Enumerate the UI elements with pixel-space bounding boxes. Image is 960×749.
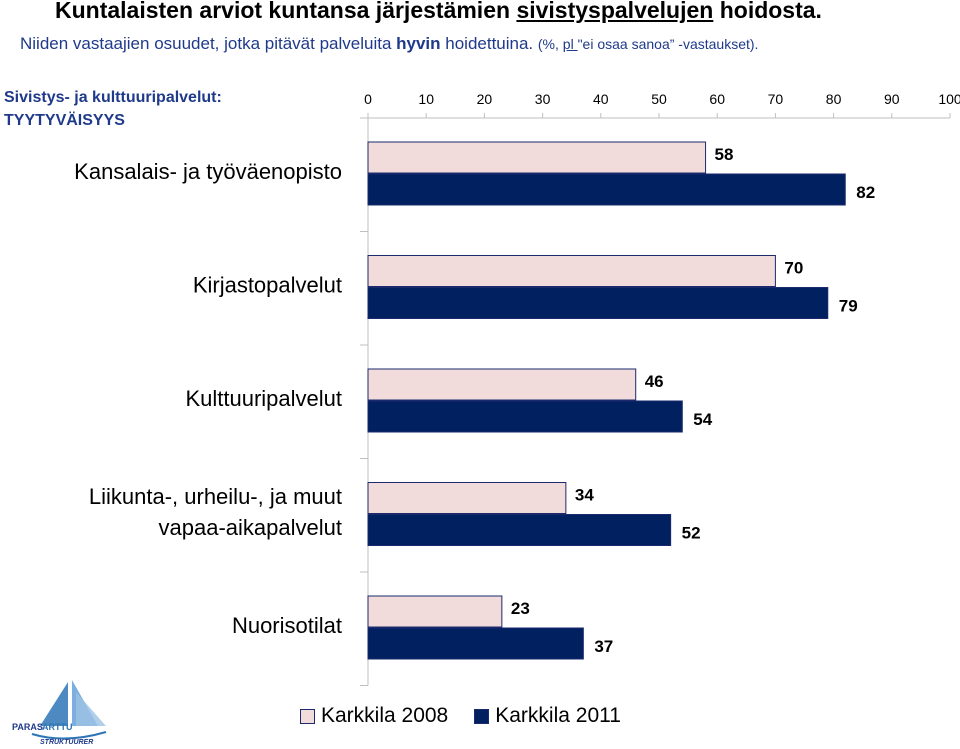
legend-label-2011: Karkkila 2011 bbox=[495, 704, 621, 727]
section-heading-line2: TYYTYVÄISYYS bbox=[4, 112, 125, 129]
category-label: Kulttuuripalvelut bbox=[185, 386, 342, 411]
x-tick-label: 30 bbox=[535, 91, 551, 107]
data-label-2008: 23 bbox=[511, 599, 530, 618]
x-tick-label: 10 bbox=[418, 91, 434, 107]
x-tick-label: 0 bbox=[364, 91, 372, 107]
section-heading: Sivistys- ja kulttuuripalvelut: TYYTYVÄI… bbox=[4, 86, 222, 132]
data-label-2011: 79 bbox=[839, 297, 858, 316]
category-label: Kirjastopalvelut bbox=[193, 273, 342, 298]
svg-text:PARAS: PARAS bbox=[12, 722, 43, 732]
bar-2008 bbox=[367, 482, 567, 514]
bar-2011 bbox=[367, 400, 683, 433]
legend-item-2011: Karkkila 2011 bbox=[474, 704, 621, 728]
x-tick-label: 20 bbox=[477, 91, 493, 107]
bar-2011 bbox=[367, 173, 846, 206]
chart-subtitle: Niiden vastaajien osuudet, jotka pitävät… bbox=[20, 34, 759, 53]
bar-2011 bbox=[367, 287, 829, 319]
data-label-2008: 34 bbox=[575, 486, 594, 505]
bar-2008 bbox=[367, 368, 637, 401]
x-tick-label: 60 bbox=[709, 91, 725, 107]
section-heading-line1: Sivistys- ja kulttuuripalvelut: bbox=[4, 89, 222, 106]
legend-item-2008: Karkkila 2008 bbox=[300, 704, 448, 728]
bar-2008 bbox=[367, 595, 503, 628]
data-label-2008: 46 bbox=[645, 372, 664, 391]
data-label-2011: 82 bbox=[856, 183, 875, 202]
x-tick-label: 50 bbox=[651, 91, 667, 107]
category-label: vapaa-aikapalvelut bbox=[159, 515, 342, 540]
x-tick-label: 90 bbox=[884, 91, 900, 107]
x-tick-label: 70 bbox=[768, 91, 784, 107]
x-tick-label: 100 bbox=[938, 91, 960, 107]
chart-title: Kuntalaisten arviot kuntansa järjestämie… bbox=[55, 0, 822, 23]
chart-legend: Karkkila 2008 Karkkila 2011 bbox=[300, 704, 647, 728]
category-label: Kansalais- ja työväenopisto bbox=[74, 159, 342, 184]
svg-text:ARTTU: ARTTU bbox=[42, 722, 73, 732]
svg-text:STRUKTUURER: STRUKTUURER bbox=[40, 739, 93, 746]
data-label-2011: 37 bbox=[594, 637, 613, 656]
x-tick-label: 40 bbox=[593, 91, 609, 107]
legend-swatch-2008 bbox=[300, 708, 315, 724]
category-label: Nuorisotilat bbox=[232, 613, 342, 638]
bar-2011 bbox=[367, 514, 672, 546]
legend-swatch-2011 bbox=[474, 708, 490, 724]
data-label-2011: 54 bbox=[693, 410, 712, 429]
legend-label-2008: Karkkila 2008 bbox=[321, 704, 449, 727]
data-label-2011: 52 bbox=[682, 524, 701, 543]
bar-2011 bbox=[367, 627, 584, 660]
bar-2008 bbox=[367, 255, 776, 287]
data-label-2008: 58 bbox=[715, 145, 734, 164]
paras-arttu-logo: PARAS ARTTU STRUKTUURER bbox=[12, 680, 107, 746]
category-label: Liikunta-, urheilu-, ja muut bbox=[89, 484, 342, 509]
x-tick-label: 80 bbox=[826, 91, 842, 107]
bar-2008 bbox=[367, 141, 707, 174]
data-label-2008: 70 bbox=[784, 259, 803, 278]
